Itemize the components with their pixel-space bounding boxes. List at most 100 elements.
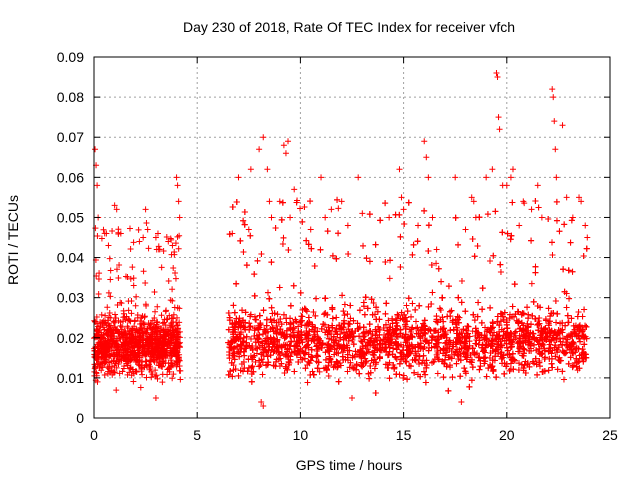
data-point: [280, 311, 287, 318]
data-point: [241, 365, 248, 372]
data-point: [569, 268, 576, 275]
data-point: [153, 372, 160, 379]
data-point: [105, 314, 112, 321]
data-point: [233, 199, 240, 206]
data-point: [168, 334, 175, 341]
data-point: [229, 373, 236, 380]
data-point: [475, 299, 482, 306]
data-point: [383, 300, 390, 307]
data-point: [471, 253, 478, 260]
data-point: [94, 328, 101, 335]
data-point: [110, 351, 117, 358]
data-point: [106, 322, 113, 329]
data-point: [285, 246, 292, 253]
data-point: [357, 337, 364, 344]
data-point: [567, 239, 574, 246]
data-point: [444, 313, 451, 320]
data-point: [101, 358, 108, 365]
data-point: [171, 304, 178, 311]
data-point: [241, 221, 248, 228]
data-point: [579, 333, 586, 340]
data-point: [453, 330, 460, 337]
data-point: [414, 238, 421, 245]
data-point: [525, 324, 532, 331]
data-point: [412, 318, 419, 325]
data-point: [560, 376, 567, 383]
data-point: [345, 326, 352, 333]
data-point: [422, 371, 429, 378]
data-point: [299, 218, 306, 225]
data-point: [172, 269, 179, 276]
data-point: [307, 198, 314, 205]
data-point: [297, 354, 304, 361]
data-point: [562, 322, 569, 329]
data-point: [112, 314, 119, 321]
data-point: [176, 344, 183, 351]
data-point: [123, 353, 130, 360]
data-point: [239, 307, 246, 314]
data-point: [102, 344, 109, 351]
data-point: [98, 311, 105, 318]
data-point: [575, 308, 582, 315]
data-point: [170, 339, 177, 346]
data-point: [125, 358, 132, 365]
data-point: [428, 262, 435, 269]
data-point: [235, 324, 242, 331]
data-point: [152, 367, 159, 374]
data-point: [158, 312, 165, 319]
data-point: [146, 366, 153, 373]
data-point: [120, 314, 127, 321]
data-point: [580, 253, 587, 260]
data-point: [524, 304, 531, 311]
data-point: [374, 308, 381, 315]
data-point: [132, 328, 139, 335]
data-point: [146, 340, 153, 347]
data-point: [98, 354, 105, 361]
data-point: [545, 367, 552, 374]
data-point: [298, 329, 305, 336]
data-point: [137, 336, 144, 343]
data-point: [508, 232, 515, 239]
data-point: [450, 343, 457, 350]
data-point: [460, 326, 467, 333]
data-point: [312, 312, 319, 319]
data-point: [301, 204, 308, 211]
data-point: [93, 314, 100, 321]
data-point: [95, 339, 102, 346]
data-point: [476, 366, 483, 373]
data-point: [130, 275, 137, 282]
data-point: [247, 232, 254, 239]
data-point: [115, 317, 122, 324]
data-point: [277, 315, 284, 322]
data-point: [98, 235, 105, 242]
data-point: [359, 363, 366, 370]
data-point: [247, 323, 254, 330]
data-point: [266, 295, 273, 302]
data-point: [106, 310, 113, 317]
data-point: [106, 359, 113, 366]
data-point: [156, 337, 163, 344]
data-point: [549, 251, 556, 258]
data-point: [131, 317, 138, 324]
data-point: [566, 295, 573, 302]
data-point: [173, 319, 180, 326]
data-point: [455, 356, 462, 363]
data-point: [334, 359, 341, 366]
data-point: [139, 359, 146, 366]
data-point: [465, 330, 472, 337]
data-point: [373, 304, 380, 311]
data-point: [485, 365, 492, 372]
data-point: [567, 331, 574, 338]
data-point: [258, 250, 265, 257]
data-point: [305, 241, 312, 248]
data-point: [382, 258, 389, 265]
data-point: [110, 369, 117, 376]
data-point: [137, 317, 144, 324]
data-point: [169, 323, 176, 330]
data-point: [175, 355, 182, 362]
data-point: [318, 325, 325, 332]
data-point: [130, 282, 137, 289]
data-point: [579, 313, 586, 320]
data-point: [128, 349, 135, 356]
